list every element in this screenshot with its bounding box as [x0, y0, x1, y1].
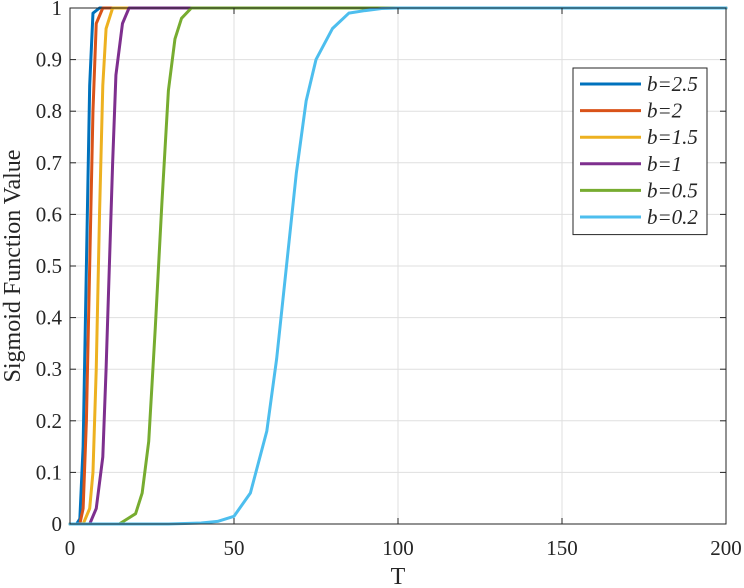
y-tick-label: 0.9	[36, 48, 62, 72]
x-tick-label: 50	[224, 536, 245, 560]
legend-label: b=0.5	[647, 178, 698, 202]
y-tick-label: 1	[52, 0, 63, 20]
y-tick-label: 0	[52, 512, 63, 536]
legend: b=2.5 b=2b=1.5 b=1b=0.5 b=0.2	[572, 67, 708, 236]
y-tick-label: 0.6	[36, 202, 62, 226]
x-tick-label: 0	[65, 536, 76, 560]
y-tick-label: 0.4	[36, 306, 63, 330]
series-line-b=2	[68, 6, 728, 526]
x-tick-label: 100	[382, 536, 414, 560]
legend-label: b=2.5	[647, 72, 698, 96]
x-tick-label: 150	[546, 536, 578, 560]
legend-label: b=1.5	[647, 125, 698, 149]
legend-box	[572, 67, 708, 236]
legend-label: b=2	[647, 99, 683, 123]
y-tick-label: 0.8	[36, 99, 62, 123]
series-lines	[68, 6, 728, 526]
legend-label: b=0.2	[647, 205, 698, 229]
series-line-b=2.5	[68, 6, 728, 526]
y-tick-label: 0.3	[36, 357, 62, 381]
x-axis-label: T	[391, 564, 406, 588]
y-tick-label: 0.7	[36, 151, 62, 175]
series-line-b=0.2	[68, 6, 728, 526]
y-tick-label: 0.2	[36, 409, 62, 433]
grid-lines	[69, 7, 727, 525]
y-tick-label: 0.5	[36, 254, 62, 278]
x-axis-ticks: 0 50 100 150 200	[65, 8, 742, 560]
legend-label: b=1	[647, 152, 682, 176]
x-tick-label: 200	[710, 536, 742, 560]
series-line-b=1	[68, 6, 728, 526]
series-line-b=1.5	[68, 6, 728, 526]
y-tick-label: 0.1	[36, 460, 62, 484]
y-axis-ticks: 0 0.1 0.2 0.3 0.4 0.5 0.6 0.7 0.8 0.9 1	[36, 0, 726, 536]
y-axis-label: Sigmoid Function Value	[0, 150, 26, 383]
